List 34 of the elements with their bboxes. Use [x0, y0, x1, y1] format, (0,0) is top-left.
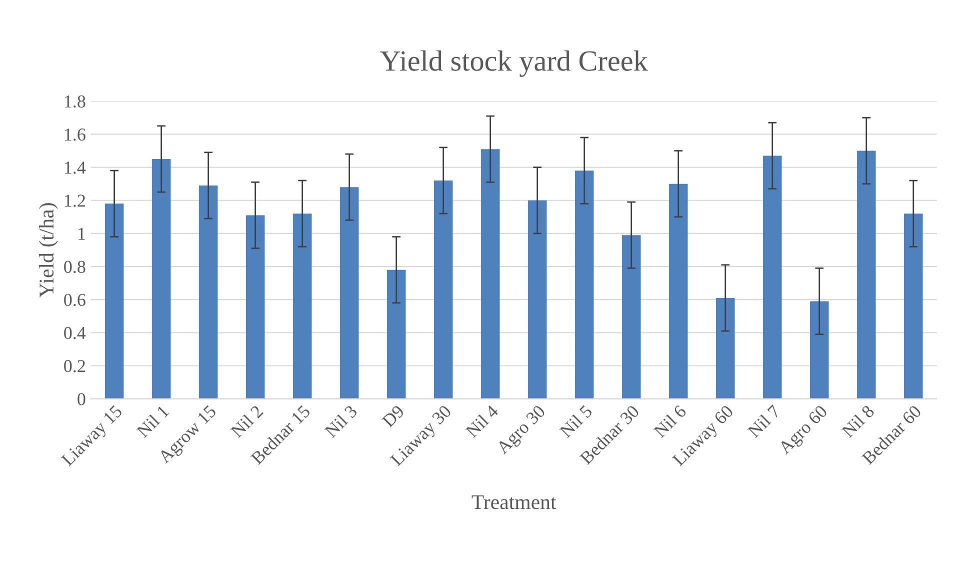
x-tick-label: Nil 3	[324, 404, 358, 438]
bar	[198, 185, 218, 399]
chart-title: Yield stock yard Creek	[380, 50, 648, 77]
bar	[574, 170, 594, 399]
y-tick-label: 1.8	[64, 95, 86, 108]
x-tick-label: Nil 4	[464, 404, 500, 438]
bar	[386, 270, 406, 399]
y-tick-label: 0.8	[64, 260, 86, 274]
x-axis-title: Treatment	[472, 495, 556, 510]
x-tick-label: Nil 1	[136, 404, 170, 438]
y-tick-label: 0.4	[64, 326, 86, 340]
bar	[104, 204, 124, 399]
y-axis-title: Yield (t/ha)	[38, 203, 58, 298]
bar	[622, 235, 641, 399]
y-tick-label: 1.4	[64, 162, 86, 174]
bar	[340, 187, 359, 399]
y-tick-label: 0.6	[64, 294, 86, 306]
bar	[292, 214, 312, 399]
bar	[152, 159, 171, 399]
y-tick-label: 0.2	[64, 360, 85, 372]
bar	[434, 180, 453, 399]
y-tick-label: 1	[78, 228, 85, 240]
y-tick-label: 1.2	[64, 194, 85, 207]
bar	[716, 298, 735, 399]
bar	[528, 200, 547, 399]
y-tick-label: 1.6	[64, 128, 86, 141]
bar	[762, 156, 782, 399]
y-tick-label: 0	[78, 393, 86, 406]
bar	[810, 301, 829, 399]
bar	[246, 215, 265, 399]
bar	[904, 214, 923, 399]
bar	[856, 150, 876, 399]
bar	[668, 184, 688, 399]
bar	[480, 149, 500, 399]
